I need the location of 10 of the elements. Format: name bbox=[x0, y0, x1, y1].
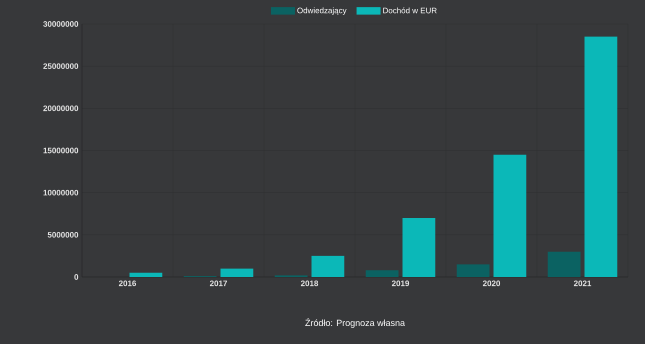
bar bbox=[130, 272, 162, 277]
bar bbox=[456, 264, 490, 277]
bar bbox=[366, 270, 399, 277]
bar bbox=[494, 154, 526, 277]
text: Źródło: Prognoza własna bbox=[305, 318, 405, 328]
bar bbox=[402, 218, 436, 277]
bar bbox=[548, 252, 581, 277]
bar bbox=[220, 268, 254, 277]
bar bbox=[312, 256, 344, 277]
bar bbox=[584, 36, 618, 277]
